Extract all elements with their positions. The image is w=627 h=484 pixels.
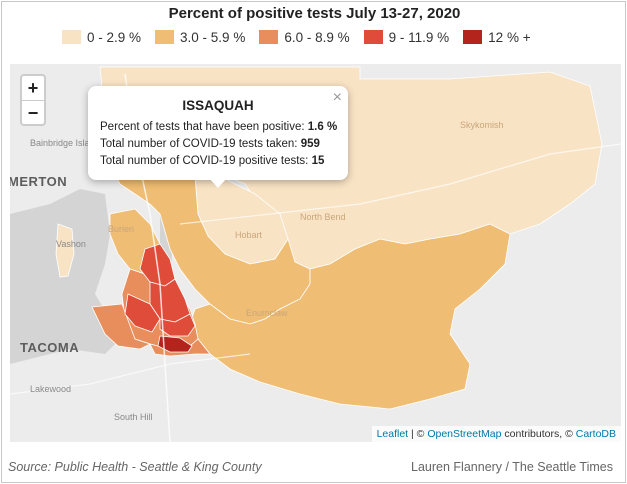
legend-label: 0 - 2.9 % (87, 29, 142, 45)
cartodb-link[interactable]: CartoDB (575, 428, 616, 440)
popup-row: Percent of tests that have been positive… (100, 119, 338, 136)
place-label-south-hill: South Hill (114, 412, 153, 422)
legend-label: 3.0 - 5.9 % (180, 29, 246, 45)
popup-title: ISSAQUAH (182, 98, 254, 113)
popup-row-value: 1.6 % (307, 121, 338, 133)
info-popup: × ISSAQUAH Percent of tests that have be… (88, 86, 348, 180)
popup-row-value: 15 (311, 155, 325, 167)
zoom-out-button[interactable]: − (22, 100, 44, 124)
place-label-lakewood: Lakewood (30, 384, 72, 394)
region-vashon[interactable] (55, 223, 75, 278)
openstreetmap-link[interactable]: OpenStreetMap (427, 428, 502, 440)
attribution-text: contributors, © (501, 428, 576, 440)
highway-line (179, 143, 621, 225)
legend-swatch (62, 30, 81, 44)
zoom-in-button[interactable]: + (27, 78, 39, 98)
region-kent-east[interactable] (124, 293, 161, 333)
popup-row: Total number of COVID-19 tests taken: 95… (100, 136, 336, 153)
region-covington[interactable] (159, 313, 196, 337)
popup-close-button[interactable]: × (332, 89, 342, 106)
legend-swatch (259, 30, 279, 44)
source-note: Source: Public Health - Seattle & King C… (8, 460, 262, 474)
place-label-tacoma: TACOMA (20, 340, 80, 355)
credit-note: Lauren Flannery / The Seattle Times (411, 460, 613, 474)
popup-row-label: Total number of COVID-19 positive tests: (100, 155, 309, 167)
map-title: Percent of positive tests July 13-27, 20… (168, 5, 461, 22)
region-algona[interactable] (157, 335, 193, 353)
legend-item: 9 - 11.9 % (363, 29, 450, 45)
leaflet-link[interactable]: Leaflet (376, 428, 409, 440)
map-canvas[interactable]: + − Bainbridge Island MERTON Vashon Buri… (10, 64, 621, 442)
place-label-bainbridge: Bainbridge Island (30, 138, 100, 148)
legend-label: 6.0 - 8.9 % (284, 29, 350, 45)
place-label-enumclaw: Enumclaw (246, 308, 288, 318)
zoom-control: + − (20, 74, 46, 126)
map-attribution: Leaflet | © OpenStreetMap contributors, … (371, 426, 621, 442)
popup-row-label: Total number of COVID-19 tests taken: (100, 138, 298, 150)
region-federal-way[interactable] (91, 303, 152, 350)
region-enumclaw[interactable] (189, 223, 511, 410)
place-label-north-bend: North Bend (300, 212, 346, 222)
popup-row-label: Percent of tests that have been positive… (100, 121, 305, 133)
legend-item: 6.0 - 8.9 % (259, 29, 350, 45)
attribution-text: | © (408, 428, 428, 440)
place-label-vashon: Vashon (56, 239, 86, 249)
legend-label: 9 - 11.9 % (388, 29, 450, 45)
popup-row: Total number of COVID-19 positive tests:… (100, 153, 336, 170)
legend-item: 12 % + (463, 29, 531, 45)
place-label-skykomish: Skykomish (460, 120, 504, 130)
popup-tip (209, 178, 227, 188)
popup-row-value: 959 (300, 138, 320, 150)
legend-swatch (463, 30, 483, 44)
place-label-merton: MERTON (10, 174, 68, 189)
legend-item: 0 - 2.9 % (62, 30, 141, 45)
place-label-burien: Burien (108, 224, 135, 234)
legend: 0 - 2.9 % 3.0 - 5.9 % 6.0 - 8.9 % 9 - 11… (62, 28, 545, 46)
legend-swatch (363, 30, 383, 44)
highway-line (10, 353, 251, 395)
legend-label: 12 % + (488, 29, 531, 45)
place-label-hobart: Hobart (235, 230, 263, 240)
legend-swatch (155, 30, 175, 44)
legend-item: 3.0 - 5.9 % (155, 30, 245, 45)
